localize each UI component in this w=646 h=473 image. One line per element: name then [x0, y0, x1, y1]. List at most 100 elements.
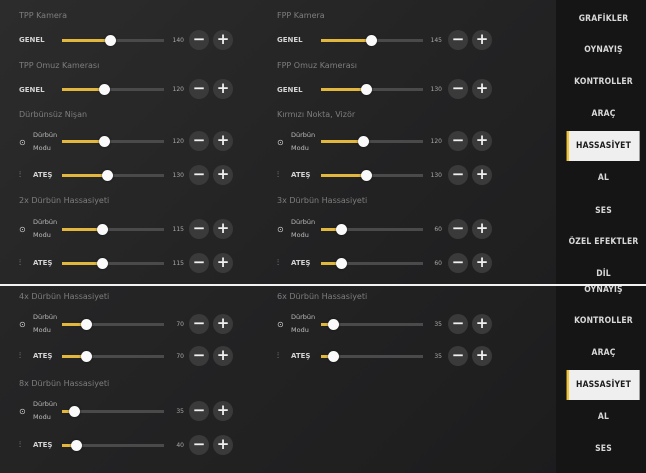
plus-button[interactable]: +: [213, 346, 233, 366]
slider-knob[interactable]: [81, 351, 93, 362]
slider-knob[interactable]: [96, 258, 108, 269]
slider-reddot-fire[interactable]: [321, 170, 423, 181]
slider-3x-mode[interactable]: [321, 224, 423, 235]
minus-button[interactable]: −: [189, 435, 209, 455]
minus-button[interactable]: −: [189, 79, 209, 99]
nav-gameplay[interactable]: OYNAYIŞ: [584, 45, 623, 55]
value-reddot-fire: 130: [430, 172, 442, 179]
slider-knob[interactable]: [336, 224, 348, 235]
value-6x-mode: 35: [434, 321, 442, 328]
label-scope-mode: Dürbün Modu: [291, 218, 316, 239]
plus-button[interactable]: +: [213, 435, 233, 455]
slider-knob[interactable]: [96, 224, 108, 235]
slider-knob[interactable]: [69, 406, 81, 417]
plus-button[interactable]: +: [472, 165, 492, 185]
plus-button[interactable]: +: [472, 314, 492, 334]
slider-knob[interactable]: [357, 136, 369, 147]
slider-tpp-shoulder[interactable]: [62, 84, 164, 95]
plus-button[interactable]: +: [472, 253, 492, 273]
slider-8x-fire[interactable]: [62, 440, 164, 451]
nav-sensitivity[interactable]: HASSASİYET: [566, 370, 640, 400]
screenshot-divider: [0, 284, 646, 286]
slider-knob[interactable]: [101, 170, 113, 181]
nav-vehicle[interactable]: ARAÇ: [591, 109, 616, 119]
minus-button[interactable]: −: [189, 219, 209, 239]
plus-button[interactable]: +: [213, 219, 233, 239]
minus-button[interactable]: −: [448, 314, 468, 334]
slider-6x-mode[interactable]: [321, 319, 423, 330]
minus-button[interactable]: −: [189, 131, 209, 151]
slider-fill: [62, 39, 110, 42]
nav-audio[interactable]: SES: [595, 444, 612, 454]
slider-4x-fire[interactable]: [62, 351, 164, 362]
minus-button[interactable]: −: [448, 346, 468, 366]
value-noscope-fire: 130: [172, 172, 184, 179]
slider-reddot-mode[interactable]: [321, 136, 423, 147]
plus-button[interactable]: +: [472, 131, 492, 151]
slider-knob[interactable]: [98, 136, 110, 147]
nav-controls[interactable]: KONTROLLER: [574, 77, 633, 87]
minus-button[interactable]: −: [448, 219, 468, 239]
plus-button[interactable]: +: [213, 253, 233, 273]
plus-button[interactable]: +: [472, 346, 492, 366]
minus-button[interactable]: −: [448, 253, 468, 273]
section-title-2x-scope: 2x Dürbün Hassasiyeti: [19, 196, 110, 205]
slider-knob[interactable]: [81, 319, 93, 330]
minus-button[interactable]: −: [448, 30, 468, 50]
bullet-icon: ⫶: [19, 440, 21, 449]
slider-knob[interactable]: [365, 35, 377, 46]
slider-3x-fire[interactable]: [321, 258, 423, 269]
slider-noscope-fire[interactable]: [62, 170, 164, 181]
nav-controls[interactable]: KONTROLLER: [574, 316, 633, 326]
plus-button[interactable]: +: [213, 79, 233, 99]
slider-tpp-genel[interactable]: [62, 35, 164, 46]
minus-button[interactable]: −: [448, 79, 468, 99]
crosshair-icon: ⊙: [277, 138, 284, 147]
minus-button[interactable]: −: [189, 314, 209, 334]
slider-fpp-shoulder[interactable]: [321, 84, 423, 95]
label-genel: GENEL: [277, 86, 303, 94]
plus-button[interactable]: +: [472, 30, 492, 50]
slider-2x-fire[interactable]: [62, 258, 164, 269]
plus-button[interactable]: +: [213, 401, 233, 421]
nav-graphics[interactable]: GRAFİKLER: [578, 14, 629, 24]
minus-button[interactable]: −: [189, 401, 209, 421]
plus-button[interactable]: +: [213, 314, 233, 334]
nav-pickup[interactable]: AL: [597, 173, 610, 183]
nav-audio[interactable]: SES: [595, 206, 612, 216]
minus-button[interactable]: −: [448, 165, 468, 185]
plus-button[interactable]: +: [472, 79, 492, 99]
minus-button[interactable]: −: [189, 253, 209, 273]
crosshair-icon: ⊙: [277, 225, 284, 234]
nav-gameplay[interactable]: OYNAYIŞ: [584, 286, 623, 295]
value-noscope-mode: 120: [172, 138, 184, 145]
section-title-tpp-camera: TPP Kamera: [19, 11, 67, 20]
slider-8x-mode[interactable]: [62, 406, 164, 417]
slider-knob[interactable]: [360, 84, 372, 95]
slider-knob[interactable]: [328, 351, 340, 362]
slider-knob[interactable]: [360, 170, 372, 181]
minus-button[interactable]: −: [448, 131, 468, 151]
slider-knob[interactable]: [98, 84, 110, 95]
slider-6x-fire[interactable]: [321, 351, 423, 362]
nav-special-effects[interactable]: ÖZEL EFEKTLER: [568, 237, 639, 247]
minus-button[interactable]: −: [189, 346, 209, 366]
plus-button[interactable]: +: [213, 131, 233, 151]
slider-noscope-mode[interactable]: [62, 136, 164, 147]
slider-knob[interactable]: [71, 440, 83, 451]
nav-pickup[interactable]: AL: [597, 412, 610, 422]
plus-button[interactable]: +: [472, 219, 492, 239]
slider-knob[interactable]: [336, 258, 348, 269]
minus-button[interactable]: −: [189, 165, 209, 185]
nav-sensitivity[interactable]: HASSASİYET: [566, 131, 640, 161]
slider-knob[interactable]: [328, 319, 340, 330]
slider-fpp-genel[interactable]: [321, 35, 423, 46]
slider-knob[interactable]: [104, 35, 116, 46]
slider-2x-mode[interactable]: [62, 224, 164, 235]
slider-4x-mode[interactable]: [62, 319, 164, 330]
minus-button[interactable]: −: [189, 30, 209, 50]
plus-button[interactable]: +: [213, 30, 233, 50]
nav-language[interactable]: DİL: [596, 269, 611, 279]
nav-vehicle[interactable]: ARAÇ: [591, 348, 616, 358]
plus-button[interactable]: +: [213, 165, 233, 185]
